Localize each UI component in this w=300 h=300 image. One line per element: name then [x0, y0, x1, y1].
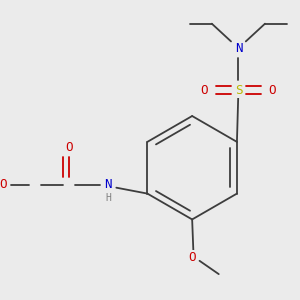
Text: O: O — [188, 251, 196, 264]
Text: N: N — [235, 42, 242, 55]
Text: S: S — [235, 84, 242, 97]
Text: O: O — [65, 141, 73, 154]
Text: H: H — [105, 193, 111, 203]
Text: O: O — [268, 84, 276, 97]
Text: N: N — [104, 178, 111, 191]
Text: O: O — [0, 178, 6, 191]
Text: O: O — [201, 84, 208, 97]
